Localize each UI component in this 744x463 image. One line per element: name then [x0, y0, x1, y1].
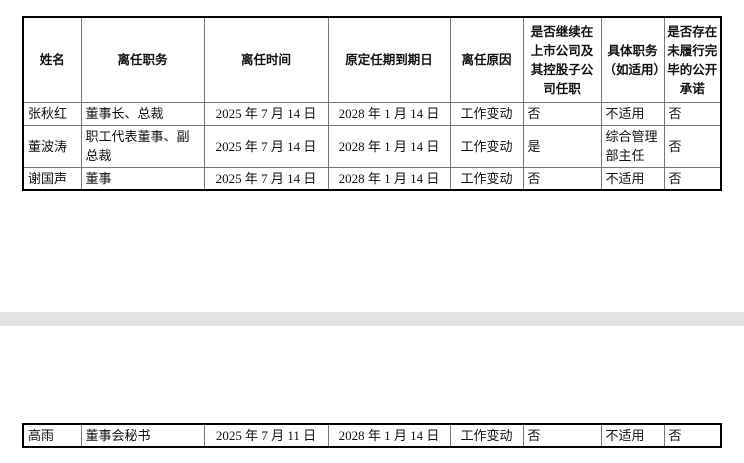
cell: 否 — [522, 423, 602, 448]
cell: 工作变动 — [449, 166, 524, 191]
header-term-end: 原定任期到期日 — [327, 16, 451, 103]
header-name: 姓名 — [22, 16, 82, 103]
cell: 工作变动 — [449, 124, 524, 168]
cell: 不适用 — [600, 166, 665, 191]
cell: 2028 年 1 月 14 日 — [327, 166, 451, 191]
header-reason: 离任原因 — [449, 16, 524, 103]
cell: 工作变动 — [449, 423, 524, 448]
page-break-divider — [0, 312, 744, 326]
cell: 否 — [663, 166, 722, 191]
cell: 工作变动 — [449, 101, 524, 126]
cell: 2025 年 7 月 14 日 — [203, 101, 329, 126]
cell: 董事长、总裁 — [80, 101, 205, 126]
cell: 张秋红 — [22, 101, 82, 126]
cell: 不适用 — [600, 101, 665, 126]
header-continue-role: 是否继续在上市公司及其控股子公司任职 — [522, 16, 602, 103]
cell: 否 — [522, 101, 602, 126]
header-commitment: 是否存在未履行完毕的公开承诺 — [663, 16, 722, 103]
cell: 董波涛 — [22, 124, 82, 168]
cell: 是 — [522, 124, 602, 168]
cell: 2028 年 1 月 14 日 — [327, 101, 451, 126]
header-leave-date: 离任时间 — [203, 16, 329, 103]
cell: 2025 年 7 月 14 日 — [203, 124, 329, 168]
table-row: 张秋红 董事长、总裁 2025 年 7 月 14 日 2028 年 1 月 14… — [22, 101, 722, 126]
cell: 否 — [663, 124, 722, 168]
cell: 综合管理部主任 — [600, 124, 665, 168]
cell: 董事会秘书 — [80, 423, 205, 448]
resignation-table-continued: 高雨 董事会秘书 2025 年 7 月 11 日 2028 年 1 月 14 日… — [22, 423, 722, 448]
table-row: 高雨 董事会秘书 2025 年 7 月 11 日 2028 年 1 月 14 日… — [22, 423, 722, 448]
cell: 否 — [663, 423, 722, 448]
cell: 董事 — [80, 166, 205, 191]
cell: 不适用 — [600, 423, 665, 448]
header-row: 姓名 离任职务 离任时间 原定任期到期日 离任原因 是否继续在上市公司及其控股子… — [22, 16, 722, 103]
cell: 谢国声 — [22, 166, 82, 191]
table-row: 董波涛 职工代表董事、副总裁 2025 年 7 月 14 日 2028 年 1 … — [22, 124, 722, 168]
cell: 否 — [522, 166, 602, 191]
header-specific-role: 具体职务（如适用） — [600, 16, 666, 103]
cell: 高雨 — [22, 423, 82, 448]
cell: 2028 年 1 月 14 日 — [327, 124, 451, 168]
cell: 职工代表董事、副总裁 — [80, 124, 205, 168]
cell: 2028 年 1 月 14 日 — [327, 423, 451, 448]
header-position: 离任职务 — [80, 16, 205, 103]
cell: 2025 年 7 月 14 日 — [203, 166, 329, 191]
cell: 否 — [663, 101, 722, 126]
cell: 2025 年 7 月 11 日 — [203, 423, 329, 448]
table-row: 谢国声 董事 2025 年 7 月 14 日 2028 年 1 月 14 日 工… — [22, 166, 722, 191]
resignation-table: 姓名 离任职务 离任时间 原定任期到期日 离任原因 是否继续在上市公司及其控股子… — [22, 16, 722, 191]
